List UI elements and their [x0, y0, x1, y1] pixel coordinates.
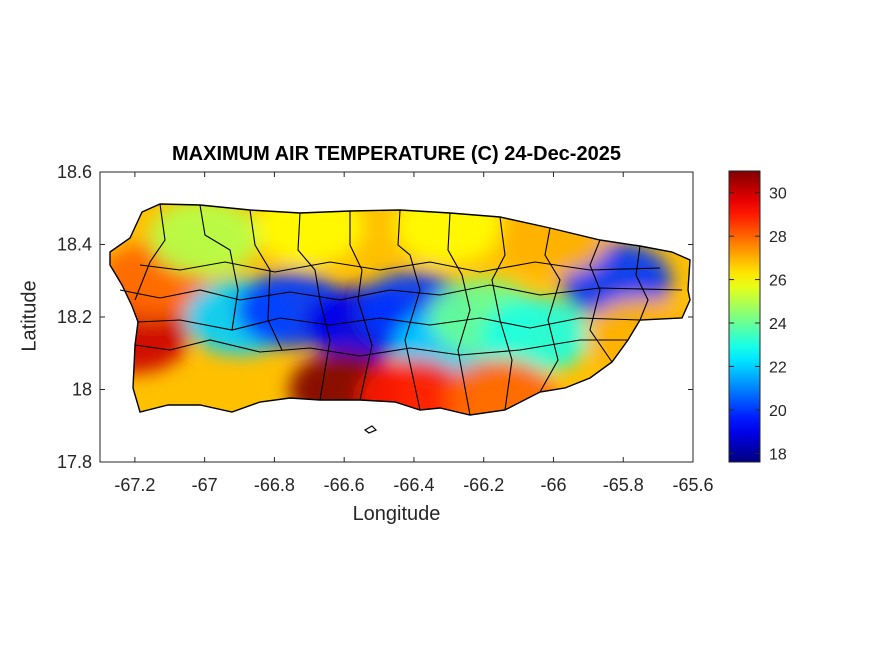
y-tick-label-1: 18: [72, 380, 92, 400]
municipal-boundary-11: [119, 284, 683, 301]
municipal-boundary-14: [137, 317, 641, 331]
colorbar-tick-label-3: 24: [769, 316, 787, 333]
municipal-boundary-7: [491, 216, 513, 411]
colorbar-tick-label-4: 26: [769, 273, 787, 290]
colorbar-tick-label-2: 22: [769, 359, 787, 376]
x-tick-label-7: -65.8: [603, 475, 644, 495]
field-point-13: [358, 358, 469, 415]
colorbar-gradient: [728, 170, 761, 463]
x-axis-label: Longitude: [352, 503, 441, 525]
municipal-boundary-3: [297, 212, 331, 401]
islet-caja-de-muerto: [363, 425, 378, 434]
x-tick-label-0: -67.2: [114, 475, 155, 495]
y-axis: 17.8 18 18.2 18.4 18.6: [57, 162, 693, 472]
municipal-boundary-0: [134, 203, 166, 301]
colorbar-tick-label-5: 28: [769, 229, 787, 246]
field-point-14: [446, 358, 557, 415]
colorbar-tick-label-6: 30: [769, 186, 787, 203]
field-point-9: [481, 297, 592, 374]
municipal-boundary-6: [447, 212, 471, 416]
y-tick-label-4: 18.6: [57, 162, 92, 182]
x-tick-label-1: -67: [192, 475, 218, 495]
x-tick-label-5: -66.2: [463, 475, 504, 495]
field-point-2: [149, 204, 260, 276]
chart-title: MAXIMUM AIR TEMPERATURE (C) 24-Dec-2025: [172, 143, 621, 165]
x-axis: -67.2 -67 -66.8 -66.6 -66.4 -66.2 -66 -65.8 -65.…: [114, 172, 714, 495]
municipal-boundary-8: [539, 227, 561, 393]
municipal-boundary-9: [589, 239, 613, 363]
x-tick-label-3: -66.6: [324, 475, 365, 495]
x-tick-label-2: -66.8: [254, 475, 295, 495]
x-tick-label-6: -66: [540, 475, 566, 495]
y-tick-label-3: 18.4: [57, 235, 92, 255]
x-tick-label-8: -65.6: [672, 475, 713, 495]
municipal-boundary-13: [139, 261, 661, 273]
municipal-boundaries: [109, 203, 691, 434]
colorbar-tick-label-0: 18: [769, 446, 787, 463]
colorbar: 18 20 22 24 26 28 30: [728, 170, 787, 463]
x-tick-label-4: -66.4: [393, 475, 434, 495]
municipal-boundary-12: [134, 339, 628, 357]
municipal-boundary-5: [397, 209, 421, 411]
municipal-boundary-1: [199, 204, 239, 331]
colorbar-tick-label-1: 20: [769, 403, 787, 420]
y-tick-label-0: 17.8: [57, 452, 92, 472]
municipal-boundary-10: [635, 245, 649, 321]
y-tick-label-2: 18.2: [57, 307, 92, 327]
island-coastline: [109, 203, 691, 416]
municipal-boundary-2: [249, 209, 283, 351]
